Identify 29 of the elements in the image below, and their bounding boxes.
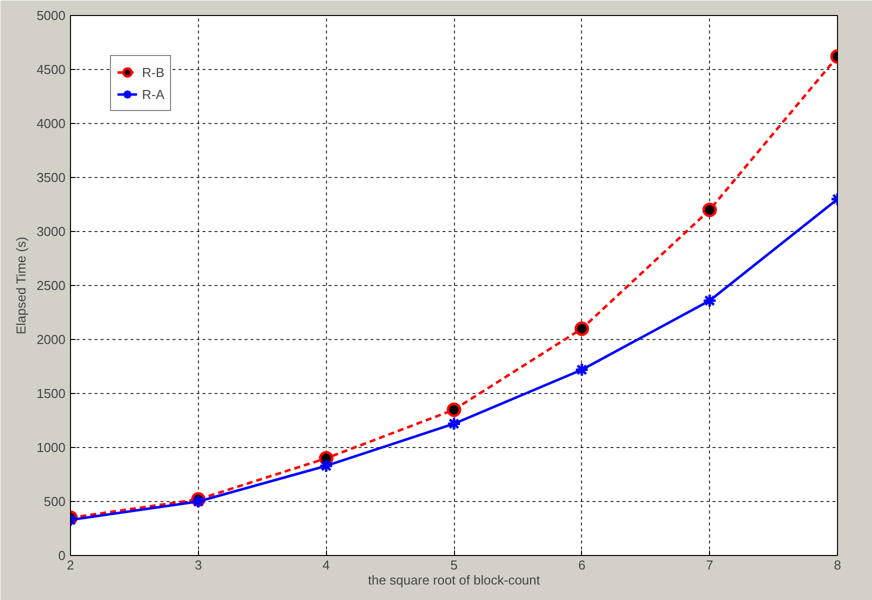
point bbox=[574, 321, 590, 336]
x-axis-title: the square root of block-count bbox=[368, 572, 540, 588]
point bbox=[446, 402, 462, 417]
y-tick-label: 4500 bbox=[36, 62, 66, 77]
point bbox=[318, 458, 334, 474]
x-tick-label: 4 bbox=[322, 558, 330, 572]
point bbox=[446, 416, 462, 431]
point bbox=[702, 293, 717, 308]
x-tick-label: 7 bbox=[706, 558, 714, 572]
legend-label: R-B bbox=[142, 64, 164, 80]
y-tick-label: 5000 bbox=[36, 8, 66, 23]
y-tick-label: 2000 bbox=[36, 332, 66, 347]
x-tick-label: 3 bbox=[194, 558, 202, 572]
x-tick-label: 8 bbox=[834, 558, 842, 572]
y-axis-title: Elapsed Time (s) bbox=[14, 236, 29, 334]
y-tick-label: 4000 bbox=[36, 116, 66, 131]
legend-label: R-A bbox=[142, 86, 164, 102]
y-tick-label: 500 bbox=[44, 494, 66, 509]
x-tick-label: 2 bbox=[66, 558, 74, 572]
y-tick-label: 1000 bbox=[36, 440, 66, 455]
y-tick-label: 2500 bbox=[36, 278, 66, 293]
y-tick-label: 1500 bbox=[36, 386, 66, 401]
y-tick-label: 3500 bbox=[36, 170, 66, 185]
point bbox=[702, 202, 717, 218]
x-tick-label: 6 bbox=[578, 558, 586, 572]
x-tick-label: 5 bbox=[450, 558, 458, 572]
y-tick-label: 0 bbox=[58, 548, 66, 563]
point bbox=[574, 362, 590, 377]
y-tick-label: 3000 bbox=[36, 224, 66, 239]
